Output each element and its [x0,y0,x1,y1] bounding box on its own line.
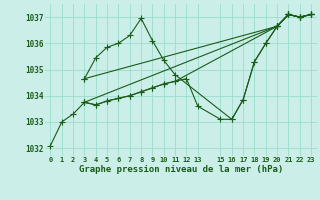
X-axis label: Graphe pression niveau de la mer (hPa): Graphe pression niveau de la mer (hPa) [79,165,283,174]
